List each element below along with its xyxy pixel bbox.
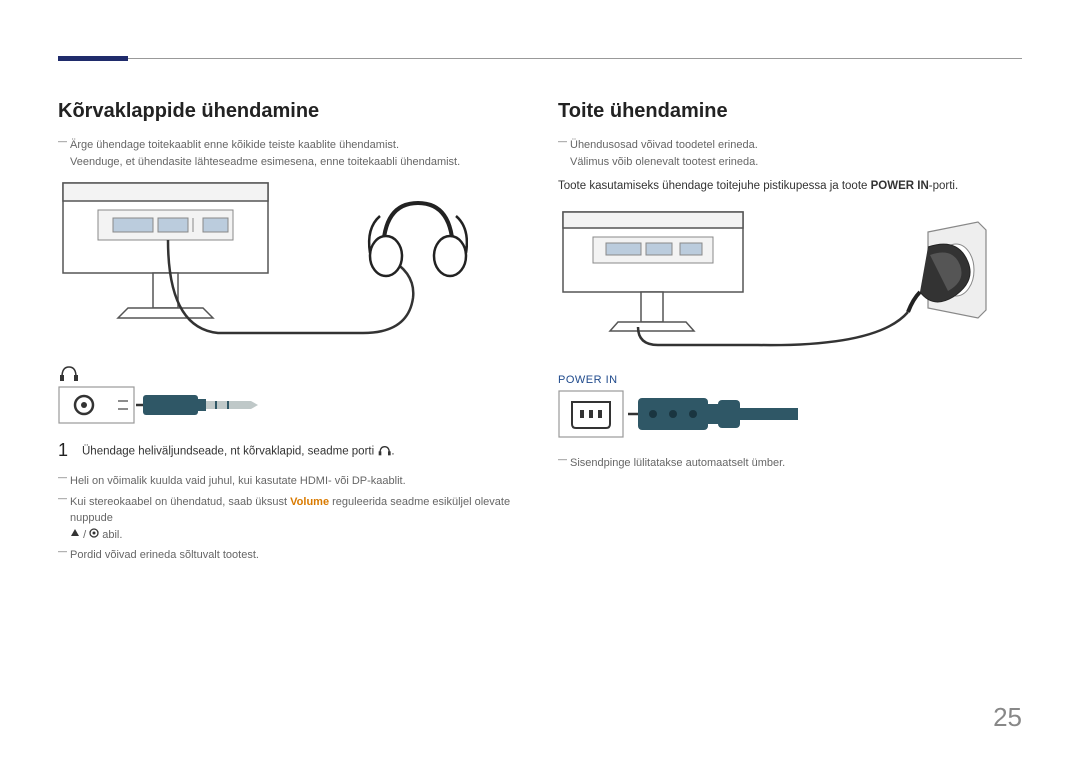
- note-text-line2: Veenduge, et ühendasite lähteseadme esim…: [70, 156, 460, 168]
- step-text: Ühendage heliväljundseade, nt kõrvaklapi…: [82, 440, 395, 459]
- diagram-headphones: [58, 178, 528, 353]
- note-parts-b: Välimus võib olenevalt tootest erineda.: [570, 156, 758, 168]
- note-power-warning: Ärge ühendage toitekaablit enne kõikide …: [58, 137, 528, 170]
- step-number: 1: [58, 440, 82, 461]
- note-ports-vary: Pordid võivad erineda sõltuvalt tootest.: [58, 547, 528, 564]
- dot-in-circle-icon: [89, 527, 99, 544]
- note-volume-c: abil.: [102, 529, 122, 541]
- headphone-icon: [377, 444, 391, 459]
- power-instr-a: Toote kasutamiseks ühendage toitejuhe pi…: [558, 180, 871, 192]
- note-parts-differ: Ühendusosad võivad toodetel erineda. Väl…: [558, 137, 1028, 170]
- diagram-power: [558, 207, 1028, 362]
- port-detail-power: [558, 390, 1028, 445]
- page-number: 25: [993, 702, 1022, 733]
- power-in-bold: POWER IN: [871, 180, 929, 192]
- note-volume: Kui stereokaabel on ühendatud, saab üksu…: [58, 494, 528, 544]
- port-detail-headphone: [58, 365, 528, 430]
- top-rule: [58, 58, 1022, 59]
- step-text-content: Ühendage heliväljundseade, nt kõrvaklapi…: [82, 446, 377, 458]
- up-arrow-icon: [70, 527, 80, 544]
- note-audio-cable: Heli on võimalik kuulda vaid juhul, kui …: [58, 473, 528, 490]
- volume-label: Volume: [290, 496, 329, 508]
- power-instruction: Toote kasutamiseks ühendage toitejuhe pi…: [558, 178, 1028, 195]
- right-column: Toite ühendamine Ühendusosad võivad tood…: [558, 100, 1028, 476]
- power-instr-b: -porti.: [929, 180, 958, 192]
- heading-headphones: Kõrvaklappide ühendamine: [58, 100, 528, 123]
- note-volume-a: Kui stereokaabel on ühendatud, saab üksu…: [70, 496, 290, 508]
- step-1: 1 Ühendage heliväljundseade, nt kõrvakla…: [58, 440, 528, 461]
- left-column: Kõrvaklappide ühendamine Ärge ühendage t…: [58, 100, 528, 568]
- power-in-label: POWER IN: [558, 374, 1028, 386]
- note-text: Ärge ühendage toitekaablit enne kõikide …: [70, 139, 399, 151]
- top-accent-bar: [58, 56, 128, 61]
- heading-power: Toite ühendamine: [558, 100, 1028, 123]
- note-voltage: Sisendpinge lülitatakse automaatselt ümb…: [558, 455, 1028, 472]
- note-parts-a: Ühendusosad võivad toodetel erineda.: [570, 139, 758, 151]
